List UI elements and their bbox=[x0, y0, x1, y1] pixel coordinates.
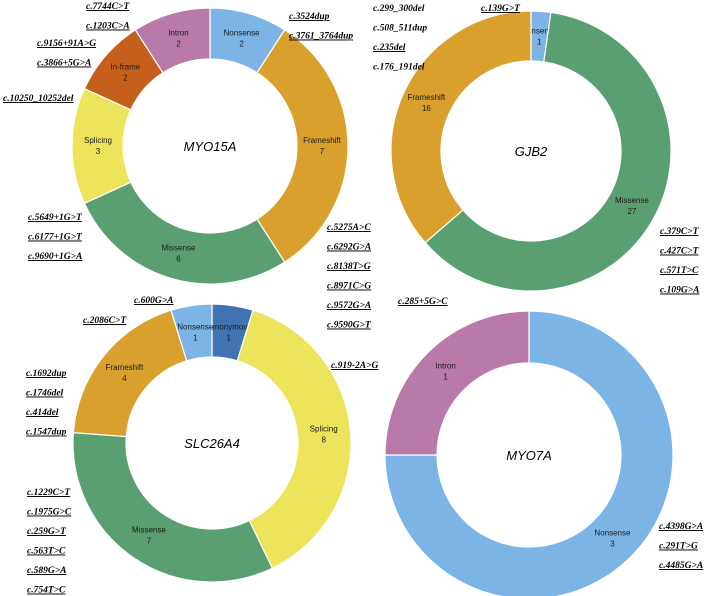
variant-label-myo15a-missense: c.6292G>A bbox=[327, 243, 371, 253]
slice-myo15a-missense bbox=[83, 181, 286, 285]
slice-myo15a-frameshift bbox=[256, 29, 349, 263]
variant-label-gjb2-frameshift: c.299_300del bbox=[373, 4, 425, 14]
variant-label-myo15a-nonsense: c.1203C>A bbox=[86, 22, 130, 32]
variant-label-gjb2-nonsense: c.139G>T bbox=[481, 4, 521, 14]
donut-gjb2: Nonsense 1 Missense 27 Frameshift 16 GJB2 c.299… bbox=[373, 4, 700, 296]
slice-value-slc26a4-nonsense: 1 bbox=[193, 333, 198, 342]
slice-label-myo15a-frameshift: Frameshift bbox=[303, 136, 342, 145]
variant-label-slc26a4-nonsense: c.2086C>T bbox=[83, 316, 127, 326]
slice-value-slc26a4-splicing: 8 bbox=[321, 436, 326, 445]
slice-value-myo15a-in-frame: 2 bbox=[123, 74, 128, 83]
variant-label-slc26a4-synonymous: c.600G>A bbox=[134, 296, 173, 306]
slice-label-slc26a4-missense: Missense bbox=[132, 526, 166, 535]
variant-label-myo15a-nonsense: c.7744C>T bbox=[86, 2, 130, 12]
donut-myo7a: Nonsense 3 Intron 1 MYO7A c.285+5G>C c.4398G>A… bbox=[384, 297, 703, 596]
variant-label-myo7a-nonsense: c.4485G>A bbox=[659, 561, 703, 571]
variant-label-myo15a-frameshift: c.3761_3764dup bbox=[289, 32, 353, 42]
variant-label-myo15a-intron: c.3866+5G>A bbox=[37, 59, 91, 69]
slice-value-slc26a4-frameshift: 4 bbox=[122, 374, 127, 383]
variant-label-gjb2-missense: c.379C>T bbox=[660, 227, 700, 237]
slice-label-gjb2-frameshift: Frameshift bbox=[407, 93, 446, 102]
gene-label-myo15a: MYO15A bbox=[184, 139, 237, 154]
slice-value-myo15a-intron: 2 bbox=[176, 40, 181, 49]
variant-label-gjb2-frameshift: c.235del bbox=[373, 43, 406, 53]
variant-label-myo15a-missense: c.5275A>C bbox=[327, 223, 371, 233]
slice-value-myo15a-splicing: 3 bbox=[96, 147, 101, 156]
slice-label-myo15a-in-frame: In-frame bbox=[110, 63, 140, 72]
slice-value-myo15a-missense: 6 bbox=[176, 254, 181, 263]
variant-label-slc26a4-missense: c.259G>T bbox=[27, 527, 67, 537]
gene-label-slc26a4: SLC26A4 bbox=[184, 436, 240, 451]
slice-value-myo7a-intron: 1 bbox=[443, 373, 448, 382]
variant-label-gjb2-frameshift: c.508_511dup bbox=[373, 24, 427, 34]
slice-gjb2-frameshift bbox=[390, 10, 532, 244]
variant-label-slc26a4-missense: c.754T>C bbox=[27, 586, 66, 596]
slice-value-myo15a-nonsense: 2 bbox=[239, 40, 244, 49]
slice-value-myo7a-nonsense: 3 bbox=[610, 539, 615, 548]
variant-label-myo15a-missense: c.8971C>G bbox=[327, 282, 371, 292]
slice-value-myo15a-frameshift: 7 bbox=[320, 147, 325, 156]
slice-label-myo15a-nonsense: Nonsense bbox=[224, 29, 261, 38]
slice-slc26a4-frameshift bbox=[72, 309, 188, 438]
slice-label-myo15a-intron: Intron bbox=[168, 29, 188, 38]
variant-label-slc26a4-missense: c.1975G>C bbox=[27, 508, 72, 518]
variant-label-gjb2-missense: c.427C>T bbox=[660, 247, 700, 257]
slice-value-gjb2-frameshift: 16 bbox=[422, 104, 431, 113]
slice-slc26a4-missense bbox=[72, 431, 274, 583]
slice-label-gjb2-missense: Missense bbox=[615, 196, 649, 205]
slice-value-slc26a4-missense: 7 bbox=[147, 537, 152, 546]
slice-value-gjb2-missense: 27 bbox=[627, 207, 636, 216]
donut-myo15a: Nonsense 2 Frameshift 7 Missense 6 Splicing 3 In… bbox=[3, 2, 372, 331]
slice-value-slc26a4-synonymous: 1 bbox=[226, 333, 231, 342]
variant-label-myo15a-splicing: c.5649+1G>T bbox=[28, 213, 83, 223]
variant-label-slc26a4-missense: c.589G>A bbox=[27, 566, 66, 576]
variant-label-myo15a-in-frame: c.10250_10252del bbox=[3, 94, 74, 104]
slice-label-myo7a-intron: Intron bbox=[435, 362, 455, 371]
variant-label-myo7a-nonsense: c.4398G>A bbox=[659, 522, 703, 532]
slice-label-myo15a-splicing: Splicing bbox=[84, 136, 112, 145]
variant-label-slc26a4-missense: c.1229C>T bbox=[27, 488, 71, 498]
slice-label-myo15a-missense: Missense bbox=[162, 243, 196, 252]
variant-label-slc26a4-frameshift: c.1746del bbox=[26, 389, 64, 399]
slice-label-myo7a-nonsense: Nonsense bbox=[594, 528, 631, 537]
variant-label-slc26a4-frameshift: c.414del bbox=[26, 408, 59, 418]
slice-slc26a4-nonsense bbox=[170, 303, 213, 362]
variant-label-myo15a-missense: c.8138T>G bbox=[327, 262, 371, 272]
gene-label-gjb2: GJB2 bbox=[515, 144, 548, 159]
variant-label-myo15a-missense: c.9590G>T bbox=[327, 321, 372, 331]
variant-label-myo15a-splicing: c.9690+1G>A bbox=[28, 252, 82, 262]
slice-label-slc26a4-frameshift: Frameshift bbox=[106, 363, 145, 372]
slice-label-slc26a4-nonsense: Nonsense bbox=[177, 322, 214, 331]
variant-label-myo7a-nonsense: c.291T>G bbox=[659, 542, 698, 552]
donut-slc26a4: Synonymous 1 Splicing 8 Missense 7 Frameshift 4… bbox=[26, 296, 379, 596]
slice-label-gjb2-nonsense: Nonsense bbox=[521, 26, 558, 35]
variant-label-slc26a4-splicing: c.919-2A>G bbox=[331, 361, 379, 371]
variant-label-gjb2-missense: c.109G>A bbox=[660, 286, 699, 296]
slice-myo7a-nonsense bbox=[384, 310, 674, 596]
variant-label-slc26a4-frameshift: c.1692dup bbox=[26, 369, 67, 379]
variant-label-myo7a-intron: c.285+5G>C bbox=[398, 297, 448, 307]
variant-label-myo15a-splicing: c.6177+1G>T bbox=[28, 233, 83, 243]
slice-myo15a-intron bbox=[134, 7, 211, 74]
variant-label-slc26a4-missense: c.563T>C bbox=[27, 547, 66, 557]
slice-label-slc26a4-splicing: Splicing bbox=[310, 425, 338, 434]
variant-label-gjb2-frameshift: c.176_191del bbox=[373, 63, 425, 73]
variant-label-slc26a4-frameshift: c.1547dup bbox=[26, 428, 67, 438]
slice-gjb2-missense bbox=[424, 11, 672, 292]
variant-label-myo15a-missense: c.9572G>A bbox=[327, 301, 371, 311]
slice-label-slc26a4-synonymous: Synonymous bbox=[206, 322, 252, 331]
slice-value-gjb2-nonsense: 1 bbox=[537, 37, 542, 46]
variant-label-gjb2-missense: c.571T>C bbox=[660, 266, 699, 276]
slice-slc26a4-splicing bbox=[236, 309, 352, 570]
variant-label-myo15a-intron: c.9156+91A>G bbox=[37, 39, 96, 49]
gene-label-myo7a: MYO7A bbox=[506, 448, 552, 463]
variant-label-myo15a-frameshift: c.3524dup bbox=[289, 12, 330, 22]
slice-myo7a-intron bbox=[384, 310, 530, 456]
